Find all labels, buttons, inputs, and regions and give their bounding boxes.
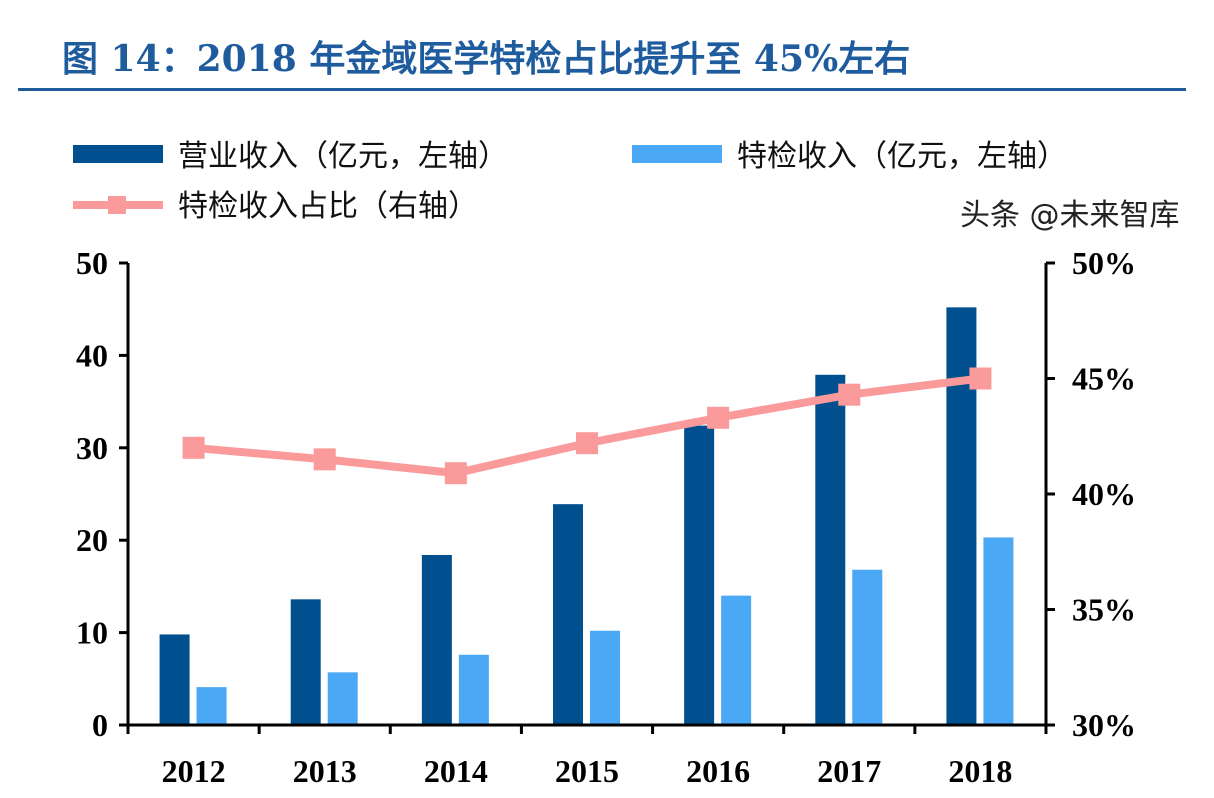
ratio-marker-2013 [313, 448, 336, 471]
left-tick-label: 0 [92, 707, 108, 743]
legend-swatch-special [632, 145, 722, 163]
left-tick-label: 10 [76, 615, 108, 651]
bar-special-2013 [327, 672, 358, 725]
bar-special-2016 [721, 595, 752, 725]
left-tick-label: 30 [76, 430, 108, 466]
x-tick-label: 2017 [817, 753, 881, 789]
bar-revenue-2016 [684, 425, 715, 725]
ratio-marker-2014 [444, 462, 467, 485]
x-tick-label: 2016 [686, 753, 750, 789]
bar-revenue-2015 [553, 504, 583, 725]
legend-swatch-revenue [73, 145, 163, 163]
x-tick-label: 2014 [424, 753, 488, 789]
legend-label-ratio: 特检收入占比（右轴） [178, 189, 478, 224]
left-tick-label: 40 [76, 337, 108, 373]
x-tick-label: 2015 [555, 753, 619, 789]
left-tick-label: 20 [76, 522, 108, 558]
right-tick-label: 40% [1072, 476, 1136, 512]
title-divider [18, 88, 1186, 91]
legend-label-special: 特检收入（亿元，左轴） [737, 139, 1067, 174]
x-tick-label: 2018 [948, 753, 1012, 789]
right-tick-label: 30% [1072, 707, 1136, 743]
chart-title: 图 14：2018 年金域医学特检占比提升至 45%左右 [62, 38, 911, 80]
bar-special-2017 [852, 569, 883, 725]
bar-special-2015 [590, 630, 620, 725]
bar-revenue-2017 [815, 374, 846, 725]
left-tick-label: 50 [76, 245, 108, 281]
bar-revenue-2014 [421, 554, 452, 725]
bar-special-2014 [458, 654, 489, 725]
legend-marker-ratio [108, 196, 126, 214]
ratio-marker-2016 [707, 406, 730, 429]
legend-label-revenue: 营业收入（亿元，左轴） [178, 139, 508, 174]
right-tick-label: 45% [1072, 361, 1136, 397]
x-tick-label: 2012 [162, 753, 226, 789]
x-tick-label: 2013 [293, 753, 357, 789]
ratio-marker-2018 [969, 367, 992, 390]
bar-special-2018 [983, 537, 1014, 725]
ratio-marker-2012 [182, 436, 205, 459]
ratio-marker-2015 [576, 432, 598, 455]
right-tick-label: 35% [1072, 592, 1136, 628]
bar-revenue-2012 [159, 634, 190, 725]
ratio-line [193, 374, 981, 478]
bar-revenue-2013 [290, 599, 321, 725]
watermark: 头条 @未来智库 [960, 198, 1180, 233]
bar-special-2012 [196, 687, 227, 725]
ratio-marker-2017 [838, 383, 861, 406]
right-tick-label: 50% [1072, 245, 1136, 281]
